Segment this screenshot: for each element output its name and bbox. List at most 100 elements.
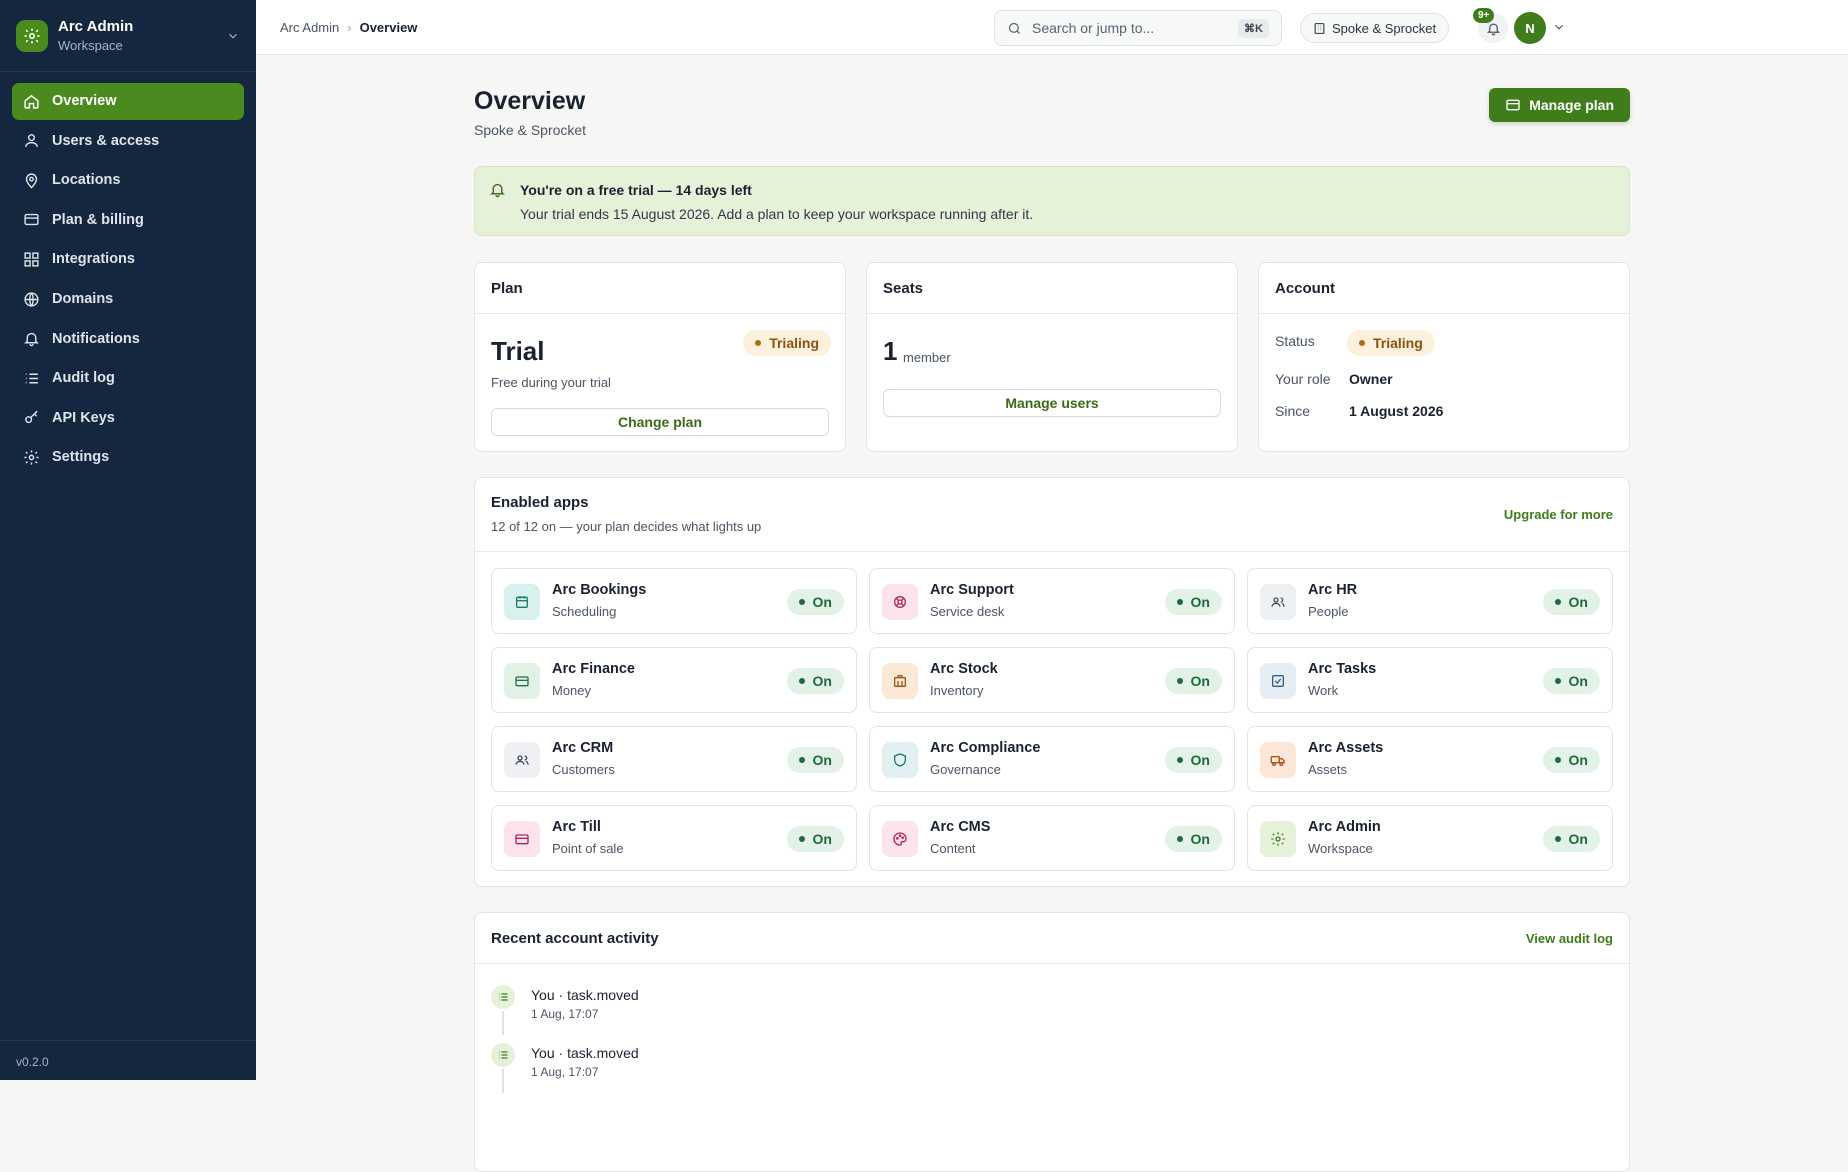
app-status-label: On: [812, 594, 832, 610]
app-tile[interactable]: Arc Support Service desk On: [869, 568, 1235, 634]
tenant-switcher[interactable]: Spoke & Sprocket: [1300, 13, 1450, 43]
list-icon: [22, 369, 40, 387]
apps-title: Enabled apps: [491, 494, 589, 511]
app-category: Governance: [930, 762, 1001, 777]
app-status-toggle[interactable]: On: [1542, 589, 1600, 615]
app-category: Money: [552, 683, 592, 698]
app-status-toggle[interactable]: On: [1542, 826, 1600, 852]
sidebar-item-label: Audit log: [52, 370, 115, 387]
seats-card: Seats 1 member Manage users: [866, 262, 1238, 452]
page-title: Overview: [474, 87, 586, 115]
app-icon: [882, 742, 918, 778]
manage-users-button[interactable]: Manage users: [883, 389, 1221, 417]
sidebar-item-label: API Keys: [52, 409, 115, 426]
sidebar: Arc Admin Workspace Overview Users & acc…: [0, 0, 256, 1080]
timeline-line: [502, 1069, 504, 1093]
account-status-badge: Trialing: [1347, 330, 1435, 356]
tenant-name: Spoke & Sprocket: [1332, 20, 1437, 36]
chevron-down-icon[interactable]: [1552, 20, 1566, 34]
breadcrumb: Arc Admin › Overview: [280, 20, 417, 35]
palette-icon: [893, 832, 907, 846]
app-status-toggle[interactable]: On: [1542, 747, 1600, 773]
app-icon: [1260, 663, 1296, 699]
sidebar-item-audit-log[interactable]: Audit log: [12, 360, 244, 397]
sidebar-item-integrations[interactable]: Integrations: [12, 241, 244, 278]
app-category: Workspace: [1308, 841, 1373, 856]
app-tile[interactable]: Arc Admin Workspace On: [1247, 805, 1613, 871]
upgrade-link[interactable]: Upgrade for more: [1503, 507, 1613, 522]
change-plan-button[interactable]: Change plan: [491, 408, 829, 436]
sidebar-item-locations[interactable]: Locations: [12, 162, 244, 199]
app-status-label: On: [1568, 673, 1588, 689]
lifebuoy-icon: [894, 596, 906, 608]
app-name: Arc Till: [552, 819, 601, 835]
activity-time: 1 Aug, 17:07: [531, 1007, 599, 1021]
app-tile[interactable]: Arc HR People On: [1247, 568, 1613, 634]
app-icon: [882, 663, 918, 699]
app-status-toggle[interactable]: On: [1164, 668, 1222, 694]
sidebar-item-notifications[interactable]: Notifications: [12, 320, 244, 357]
manage-plan-label: Manage plan: [1529, 97, 1614, 113]
card-icon: [515, 834, 529, 845]
app-icon: [1260, 742, 1296, 778]
map-pin-icon: [22, 171, 40, 189]
app-status-toggle[interactable]: On: [1542, 668, 1600, 694]
app-tile[interactable]: Arc Bookings Scheduling On: [491, 568, 857, 634]
sidebar-item-domains[interactable]: Domains: [12, 281, 244, 318]
app-name: Arc CRM: [552, 740, 614, 756]
app-status-toggle[interactable]: On: [1164, 589, 1222, 615]
globe-icon: [22, 290, 40, 308]
account-card-header: Account: [1259, 263, 1629, 314]
app-icon: [882, 821, 918, 857]
app-icon: [1260, 821, 1296, 857]
view-audit-log-link[interactable]: View audit log: [1525, 930, 1613, 946]
app-status-label: On: [1568, 831, 1588, 847]
app-tile[interactable]: Arc CMS Content On: [869, 805, 1235, 871]
avatar[interactable]: N: [1514, 12, 1546, 44]
plan-name: Trial: [491, 336, 545, 366]
app-status-toggle[interactable]: On: [786, 668, 844, 694]
trial-banner: You're on a free trial — 14 days left Yo…: [474, 166, 1630, 236]
sidebar-nav: Overview Users & access Locations Plan &…: [0, 72, 256, 484]
app-category: Point of sale: [552, 841, 624, 856]
sidebar-item-overview[interactable]: Overview: [12, 82, 244, 120]
sidebar-item-billing[interactable]: Plan & billing: [12, 201, 244, 238]
app-name: Arc Support: [930, 582, 1014, 598]
users-icon: [22, 132, 40, 150]
card-icon: [515, 676, 529, 687]
app-icon: [1260, 584, 1296, 620]
app-tile[interactable]: Arc Assets Assets On: [1247, 726, 1613, 792]
app-tile[interactable]: Arc Stock Inventory On: [869, 647, 1235, 713]
search-input[interactable]: Search or jump to... ⌘K: [994, 10, 1282, 46]
seat-count: 1: [883, 336, 898, 366]
app-category: People: [1308, 604, 1349, 619]
sidebar-item-users[interactable]: Users & access: [12, 122, 244, 159]
workspace-logo: [16, 19, 48, 52]
app-tile[interactable]: Arc Compliance Governance On: [869, 726, 1235, 792]
sidebar-item-api-keys[interactable]: API Keys: [12, 399, 244, 436]
app-status-toggle[interactable]: On: [1164, 747, 1222, 773]
gear-icon: [22, 448, 40, 466]
list-icon: [491, 1043, 515, 1067]
app-tile[interactable]: Arc Till Point of sale On: [491, 805, 857, 871]
plan-card: Plan Trial Trialing Free during your tri…: [474, 262, 846, 452]
manage-plan-button[interactable]: Manage plan: [1489, 88, 1630, 122]
app-category: Assets: [1308, 762, 1348, 777]
building-icon: [1314, 22, 1325, 34]
sidebar-item-settings[interactable]: Settings: [12, 439, 244, 476]
status-badge: Trialing: [743, 330, 831, 356]
app-tile[interactable]: Arc Finance Money On: [491, 647, 857, 713]
app-tile[interactable]: Arc Tasks Work On: [1247, 647, 1613, 713]
list-icon: [491, 985, 515, 1009]
app-status-toggle[interactable]: On: [786, 589, 844, 615]
app-status-toggle[interactable]: On: [1164, 826, 1222, 852]
breadcrumb-root[interactable]: Arc Admin: [280, 19, 340, 35]
workspace-switcher[interactable]: Arc Admin Workspace: [0, 0, 256, 72]
key-icon: [22, 409, 40, 427]
app-status-toggle[interactable]: On: [786, 826, 844, 852]
status-badge-label: Trialing: [769, 335, 819, 351]
app-status-toggle[interactable]: On: [786, 747, 844, 773]
sidebar-item-label: Settings: [52, 449, 110, 466]
app-tile[interactable]: Arc CRM Customers On: [491, 726, 857, 792]
activity-title: Recent account activity: [491, 929, 659, 947]
